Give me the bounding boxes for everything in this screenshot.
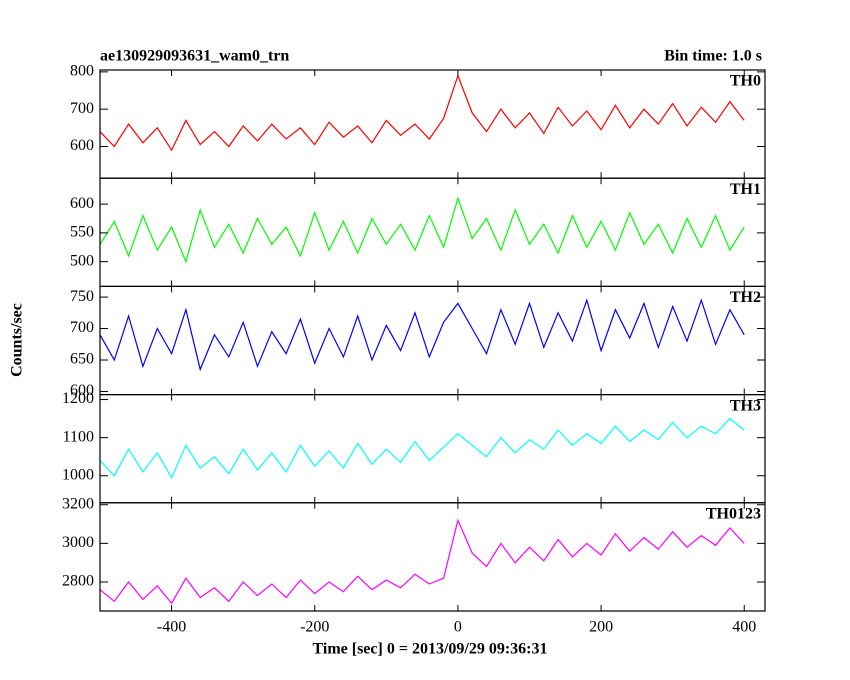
x-tick-label: -400 (157, 619, 186, 636)
x-tick-label: 400 (732, 619, 756, 636)
panel-label: TH3 (730, 397, 761, 414)
chart-subtitle: Bin time: 1.0 s (664, 48, 762, 65)
panel-frame (99, 177, 766, 287)
y-tick-label: 500 (70, 252, 94, 269)
panel-label: TH0123 (706, 505, 761, 522)
y-tick-label: 550 (70, 224, 94, 241)
chart-title: ae130929093631_wam0_trn (100, 48, 289, 65)
panel-label: TH1 (730, 181, 761, 198)
light-curve (99, 196, 745, 264)
y-tick-label: 3000 (62, 534, 94, 551)
x-tick-label: 200 (589, 619, 613, 636)
light-curve (99, 518, 745, 605)
y-tick-label: 3200 (62, 495, 94, 512)
x-tick-label: -200 (300, 619, 329, 636)
y-tick-label: 600 (70, 137, 94, 154)
panel-frame (99, 285, 766, 396)
panel-frame (99, 502, 766, 612)
y-tick-label: 1100 (63, 428, 94, 445)
y-tick-label: 800 (70, 63, 94, 80)
y-tick-label: 700 (70, 100, 94, 117)
y-tick-label: 2800 (62, 573, 94, 590)
y-tick-label: 750 (70, 288, 94, 305)
y-tick-label: 600 (70, 382, 94, 399)
y-tick-label: 1200 (62, 390, 94, 407)
panel-frame (99, 69, 766, 179)
light-curve (99, 417, 745, 480)
x-tick-label: 0 (454, 619, 462, 636)
y-tick-label: 1000 (62, 466, 94, 483)
light-curve (99, 298, 745, 372)
panel-label: TH2 (730, 289, 761, 306)
panel-label: TH0 (730, 73, 761, 90)
y-tick-label: 650 (70, 351, 94, 368)
panel-frame (99, 394, 766, 504)
light-curve (99, 73, 745, 152)
y-tick-label: 600 (70, 195, 94, 212)
y-tick-label: 700 (70, 319, 94, 336)
y-axis-label: Counts/sec (9, 303, 26, 377)
x-axis-label: Time [sec] 0 = 2013/09/29 09:36:31 (312, 641, 547, 658)
